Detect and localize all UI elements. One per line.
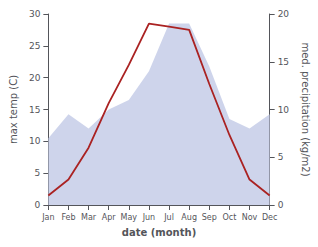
- svg-text:25: 25: [29, 41, 40, 51]
- svg-text:Jun: Jun: [142, 213, 156, 222]
- svg-text:Mar: Mar: [81, 213, 97, 222]
- svg-text:Dec: Dec: [262, 213, 277, 222]
- svg-text:med. precipitation (kg/m2): med. precipitation (kg/m2): [300, 42, 311, 176]
- svg-text:date (month): date (month): [122, 227, 196, 238]
- svg-text:Sep: Sep: [202, 213, 217, 222]
- svg-text:10: 10: [278, 105, 290, 115]
- svg-text:Oct: Oct: [222, 213, 236, 222]
- svg-text:Feb: Feb: [61, 213, 75, 222]
- svg-text:5: 5: [278, 152, 284, 162]
- svg-text:Nov: Nov: [242, 213, 258, 222]
- svg-text:Apr: Apr: [102, 213, 117, 222]
- svg-text:30: 30: [29, 9, 41, 19]
- svg-text:15: 15: [29, 105, 40, 115]
- svg-text:max temp (C): max temp (C): [8, 75, 19, 144]
- svg-text:0: 0: [278, 200, 284, 210]
- svg-text:Aug: Aug: [181, 213, 197, 222]
- svg-text:15: 15: [278, 57, 289, 67]
- svg-text:0: 0: [35, 200, 41, 210]
- svg-text:20: 20: [29, 73, 41, 83]
- svg-text:May: May: [121, 213, 138, 222]
- svg-text:Jan: Jan: [41, 213, 54, 222]
- svg-text:10: 10: [29, 136, 41, 146]
- svg-text:5: 5: [35, 168, 41, 178]
- svg-text:Jul: Jul: [163, 213, 174, 222]
- svg-text:20: 20: [278, 9, 290, 19]
